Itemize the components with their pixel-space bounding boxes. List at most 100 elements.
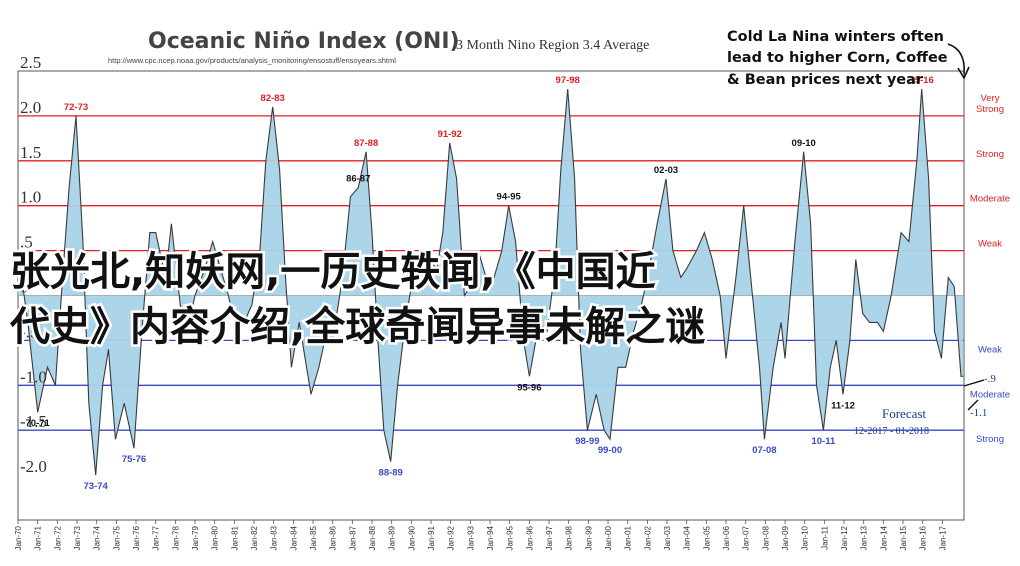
x-tick-label: Jan-09 — [781, 525, 790, 550]
zone-label: Strong — [976, 149, 1004, 160]
x-tick-label: Jan-92 — [447, 525, 456, 550]
x-tick-label: Jan-91 — [427, 525, 436, 550]
chart-title: Oceanic Niño Index (ONI) — [148, 29, 460, 54]
x-tick-label: Jan-71 — [34, 525, 43, 550]
x-tick-label: Jan-07 — [742, 525, 751, 550]
x-tick-label: Jan-08 — [761, 525, 770, 550]
x-tick-label: Jan-84 — [289, 525, 298, 550]
x-tick-label: Jan-89 — [388, 525, 397, 550]
peak-label: 10-11 — [811, 436, 835, 447]
zone-label: Moderate — [970, 194, 1010, 205]
y-tick-label: 0 — [20, 278, 29, 297]
x-tick-label: Jan-12 — [840, 525, 849, 550]
x-tick-label: Jan-79 — [191, 525, 200, 550]
peak-label: 99-00 — [598, 445, 622, 456]
x-tick-label: Jan-98 — [565, 525, 574, 550]
x-tick-label: Jan-80 — [211, 525, 220, 550]
x-tick-label: Jan-90 — [407, 525, 416, 550]
peak-label: 73-74 — [84, 481, 109, 492]
forecast-value: -1.1 — [970, 407, 987, 419]
x-tick-label: Jan-73 — [73, 525, 82, 550]
x-tick-label: Jan-76 — [132, 525, 141, 550]
x-tick-label: Jan-99 — [584, 525, 593, 550]
y-tick-label: -.5 — [20, 322, 38, 341]
x-tick-label: Jan-02 — [643, 525, 652, 550]
peak-label: 94-95 — [497, 192, 522, 203]
x-tick-label: Jan-16 — [919, 525, 928, 550]
peak-label: 15-16 — [910, 75, 934, 86]
forecast-end-value: -.9 — [984, 373, 996, 385]
oni-area — [18, 89, 963, 476]
peak-label: 98-99 — [575, 436, 599, 447]
x-tick-label: Jan-87 — [348, 525, 357, 550]
peak-label: 72-73 — [64, 102, 88, 113]
zone-label: Strong — [976, 104, 1004, 115]
x-tick-label: Jan-97 — [545, 525, 554, 550]
y-tick-label: 1.0 — [20, 188, 41, 207]
peak-label: 87-88 — [354, 138, 378, 149]
x-tick-label: Jan-72 — [53, 525, 62, 550]
y-tick-label: 2.5 — [20, 53, 41, 72]
peak-label: 02-03 — [654, 165, 678, 176]
x-tick-label: Jan-83 — [270, 525, 279, 550]
zone-label: Very — [980, 93, 999, 104]
peak-label: 86-87 — [346, 174, 370, 185]
annotation-arrow-head — [957, 66, 970, 80]
y-tick-label: -1.0 — [20, 367, 47, 386]
forecast-arrow — [967, 399, 979, 411]
x-tick-label: Jan-05 — [702, 525, 711, 550]
x-tick-label: Jan-17 — [938, 525, 947, 550]
x-tick-label: Jan-11 — [820, 525, 829, 549]
peak-label: 97-98 — [556, 75, 580, 86]
forecast-arrow-2 — [963, 379, 985, 387]
x-tick-label: Jan-77 — [152, 525, 161, 550]
x-tick-label: Jan-88 — [368, 525, 377, 550]
oni-line — [17, 88, 963, 476]
peak-label: 07-08 — [752, 445, 776, 456]
x-tick-label: Jan-93 — [466, 525, 475, 550]
peak-label: 91-92 — [438, 129, 462, 140]
zone-label: Moderate — [970, 389, 1010, 400]
peak-label: 95-96 — [517, 382, 541, 393]
x-tick-label: Jan-94 — [486, 525, 495, 550]
x-tick-label: Jan-04 — [683, 525, 692, 550]
x-tick-label: Jan-06 — [722, 525, 731, 550]
peak-label: 09-10 — [792, 138, 816, 149]
x-tick-label: Jan-74 — [93, 525, 102, 550]
annotation-arrow — [947, 43, 965, 75]
overlay-text-line-2: 代史》内容介绍,全球奇闻异事未解之谜 — [9, 304, 705, 350]
annotation-line-3: & Bean prices next year — [727, 72, 924, 88]
x-tick-label: Jan-03 — [663, 525, 672, 550]
y-tick-label: .5 — [20, 233, 33, 252]
forecast-range: 12-2017 - 01-2018 — [854, 426, 929, 437]
x-tick-label: Jan-86 — [329, 525, 338, 550]
x-tick-label: Jan-70 — [14, 525, 23, 550]
zone-label: Strong — [976, 434, 1004, 445]
x-tick-label: Jan-01 — [624, 525, 633, 550]
zone-label: Weak — [978, 344, 1002, 355]
x-tick-label: Jan-85 — [309, 525, 318, 550]
x-tick-label: Jan-96 — [525, 525, 534, 550]
y-tick-label: 1.5 — [20, 143, 41, 162]
peak-label: 82-83 — [261, 93, 285, 104]
y-tick-label: -1.5 — [20, 412, 47, 431]
source-url: http://www.cpc.ncep.noaa.gov/products/an… — [108, 56, 396, 65]
x-tick-label: Jan-81 — [230, 525, 239, 550]
x-tick-label: Jan-78 — [171, 525, 180, 550]
y-tick-label: 2.0 — [20, 98, 41, 117]
overlay-text-line-1: 张光北,知妖网,一历史轶闻,《中国近 — [10, 249, 656, 295]
chart-subtitle: 3 Month Nino Region 3.4 Average — [456, 38, 649, 53]
zone-label: Weak — [978, 239, 1002, 250]
forecast-label: Forecast — [882, 406, 926, 421]
x-tick-label: Jan-10 — [801, 525, 810, 550]
x-tick-label: Jan-14 — [879, 525, 888, 550]
y-tick-label: -2.0 — [20, 457, 47, 476]
x-tick-label: Jan-15 — [899, 525, 908, 550]
peak-label: 11-12 — [831, 400, 855, 411]
peak-label: 88-89 — [379, 468, 403, 479]
x-tick-label: Jan-13 — [860, 525, 869, 550]
annotation-line-1: Cold La Nina winters often — [727, 29, 944, 45]
x-tick-label: Jan-82 — [250, 525, 259, 550]
annotation-line-2: lead to higher Corn, Coffee — [727, 50, 948, 66]
